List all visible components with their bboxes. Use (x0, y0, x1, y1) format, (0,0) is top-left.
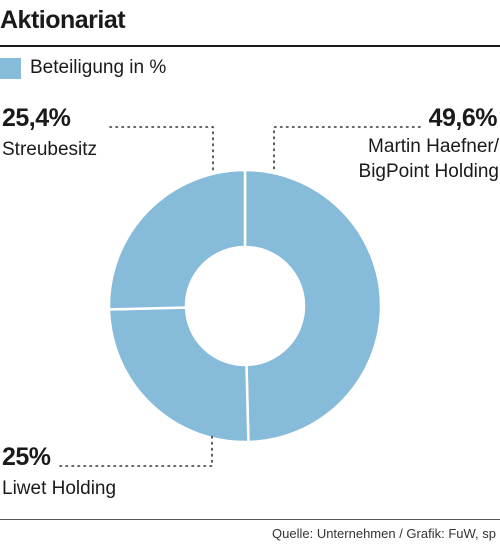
slice-1 (107, 306, 250, 444)
slice-2-pct: 25,4% (2, 104, 71, 132)
leader-line-0 (273, 126, 421, 171)
title-rule (0, 45, 500, 47)
slice-0 (243, 168, 383, 444)
legend-swatch (0, 57, 21, 79)
slice-0-label-line-0: Martin Haefner/ (368, 136, 499, 157)
slice-0-pct: 49,6% (428, 104, 498, 132)
leader-line-2 (109, 126, 214, 171)
slice-2 (107, 168, 247, 311)
slice-0-label: Martin Haefner/ BigPoint Holding (359, 134, 499, 184)
source-note: Quelle: Unternehmen / Grafik: FuW, sp (272, 526, 496, 541)
slice-2-label: Streubesitz (2, 139, 98, 160)
slice-1-label: Liwet Holding (2, 478, 117, 499)
legend-label: Beteiligung in % (30, 57, 167, 78)
slice-1-pct: 25% (2, 443, 51, 471)
footer-rule (0, 519, 500, 520)
leader-line-1 (59, 431, 213, 467)
chart-title: Aktionariat (0, 6, 126, 34)
slice-0-label-line-1: BigPoint Holding (358, 161, 499, 182)
legend: Beteiligung in % (0, 55, 166, 81)
